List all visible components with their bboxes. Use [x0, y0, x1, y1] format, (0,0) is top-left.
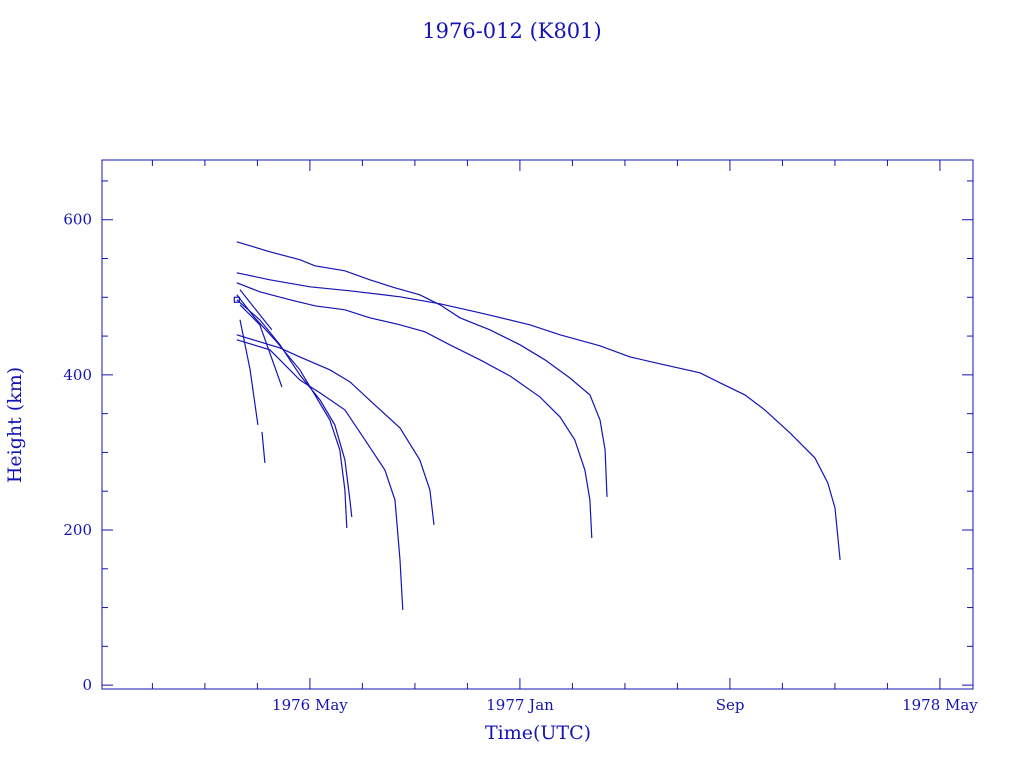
y-tick-label: 400 — [63, 366, 92, 384]
series-line-track-4 — [236, 334, 435, 525]
y-tick-labels: 0 200 400 600 — [63, 211, 92, 694]
series-line-track-10 — [239, 319, 259, 425]
series-line-track-6 — [236, 299, 353, 518]
series-line-track-3 — [236, 282, 593, 539]
series-line-track-9 — [239, 289, 273, 331]
series-line-track-1 — [236, 241, 608, 497]
y-tick-label: 600 — [63, 211, 92, 229]
chart-title: 1976-012 (K801) — [422, 19, 601, 43]
x-tick-label: 1976 May — [272, 696, 348, 714]
series-lines — [233, 241, 841, 611]
axis-ticks — [102, 160, 973, 689]
x-tick-labels: 1976 May 1977 Jan Sep 1978 May — [272, 696, 978, 714]
y-axis-label: Height (km) — [4, 367, 26, 483]
x-axis-label: Time(UTC) — [485, 722, 591, 744]
y-tick-label: 0 — [82, 676, 92, 694]
series-line-track-7 — [236, 294, 348, 529]
series-line-track-11 — [261, 431, 266, 463]
x-tick-label: 1977 Jan — [486, 696, 554, 714]
series-line-track-2 — [236, 272, 841, 561]
x-tick-label: Sep — [716, 696, 745, 714]
series-line-track-5 — [236, 339, 404, 611]
y-tick-label: 200 — [63, 521, 92, 539]
x-tick-label: 1978 May — [902, 696, 978, 714]
series-line-track-8 — [239, 304, 283, 388]
data-marker — [233, 296, 240, 303]
plot-frame — [101, 159, 974, 690]
